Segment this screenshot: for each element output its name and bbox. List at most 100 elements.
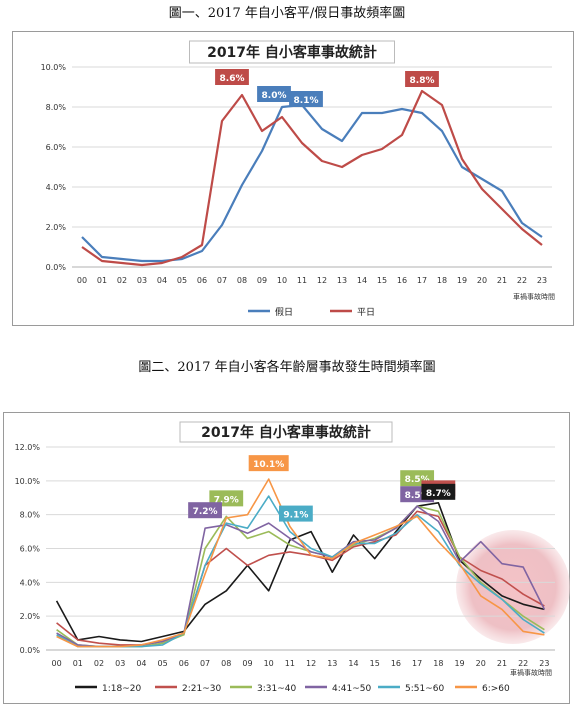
- chart-1-x-tick-label: 20: [477, 276, 487, 285]
- chart-2-legend-label: 2:21~30: [182, 684, 221, 694]
- chart-1-x-tick-label: 09: [257, 276, 267, 285]
- chart-1-data-label: 8.1%: [294, 96, 319, 106]
- chart-2-x-tick-label: 12: [306, 659, 316, 668]
- chart-2-x-tick-label: 15: [370, 659, 380, 668]
- chart-1-data-label-box: [215, 69, 249, 85]
- chart-1-x-axis-label: 車禍事故時間: [513, 292, 555, 301]
- chart-2-x-tick-label: 03: [115, 659, 125, 668]
- chart-2-x-tick-label: 08: [221, 659, 231, 668]
- chart-1-x-tick-label: 01: [97, 276, 107, 285]
- chart-2-series-line-1: [55, 501, 545, 643]
- chart-2-x-tick-label: 06: [179, 659, 189, 668]
- chart-1-x-tick-label: 12: [317, 276, 327, 285]
- chart-1-x-tick-label: 19: [457, 276, 467, 285]
- chart-2-y-tick-label: 8.0%: [20, 511, 41, 520]
- chart-1-x-tick-label: 22: [517, 276, 527, 285]
- chart-1-data-label-box: [289, 91, 323, 107]
- chart-1-x-tick-label: 13: [337, 276, 347, 285]
- chart-2-legend-label: 4:41~50: [332, 684, 371, 694]
- chart-1-y-tick-label: 6.0%: [46, 143, 67, 152]
- chart-2-legend-label: 3:31~40: [257, 684, 296, 694]
- chart-2-x-tick-label: 16: [391, 659, 401, 668]
- chart-2-y-tick-label: 2.0%: [20, 612, 41, 621]
- chart-1-x-tick-label: 07: [217, 276, 227, 285]
- chart-2-x-tick-label: 21: [497, 659, 507, 668]
- chart-1-x-tick-label: 18: [437, 276, 447, 285]
- chart-1-x-tick-label: 03: [137, 276, 147, 285]
- chart-2-y-tick-label: 0.0%: [20, 646, 41, 655]
- chart-1-x-tick-label: 05: [177, 276, 187, 285]
- chart-2-y-tick-label: 6.0%: [20, 545, 41, 554]
- chart-1-x-tick-label: 15: [377, 276, 387, 285]
- chart-1-x-tick-label: 06: [197, 276, 207, 285]
- chart-1-x-tick-label: 23: [537, 276, 547, 285]
- chart-2-y-tick-label: 4.0%: [20, 578, 41, 587]
- chart-1-data-label: 8.6%: [220, 74, 245, 84]
- chart-1-x-tick-label: 21: [497, 276, 507, 285]
- chart-2-x-tick-label: 22: [518, 659, 528, 668]
- chart-1-y-tick-label: 4.0%: [46, 183, 67, 192]
- chart-1-data-label: 8.8%: [410, 76, 435, 86]
- chart-1-data-label-box: [405, 71, 439, 87]
- chart-2-data-label: 9.1%: [283, 511, 308, 521]
- figure-1-caption: 圖一、2017 年自小客平/假日事故頻率圖: [168, 6, 406, 21]
- chart-2-x-tick-label: 09: [242, 659, 252, 668]
- chart-2-x-tick-label: 19: [454, 659, 464, 668]
- chart-1-x-tick-label: 00: [77, 276, 87, 285]
- chart-1-x-tick-label: 04: [157, 276, 167, 285]
- chart-1-series-line-2: [81, 89, 543, 267]
- chart-2-data-label-box: [421, 483, 456, 500]
- chart-2-x-tick-label: 14: [348, 659, 358, 668]
- chart-1-title: 2017年 自小客車事故統計: [207, 44, 377, 61]
- chart-2-x-tick-label: 04: [136, 659, 146, 668]
- chart-2-data-label: 7.9%: [214, 495, 239, 505]
- chart-2-data-label-box: [248, 455, 289, 472]
- chart-2-legend-label: 5:51~60: [405, 684, 444, 694]
- figure-2-caption: 圖二、2017 年自小客各年齡層事故發生時間頻率圖: [138, 360, 436, 375]
- chart-2-title-box: [179, 421, 393, 443]
- chart-2-x-tick-label: 10: [264, 659, 274, 668]
- chart-2-x-tick-label: 01: [73, 659, 83, 668]
- chart-1-y-tick-label: 10.0%: [41, 63, 67, 72]
- chart-1-title-box: [189, 40, 395, 64]
- chart-2-data-label: 8.5%: [405, 491, 430, 501]
- chart-2-x-tick-label: 13: [327, 659, 337, 668]
- chart-2-x-tick-label: 20: [476, 659, 486, 668]
- chart-2-x-tick-label: 07: [200, 659, 210, 668]
- chart-1-x-tick-label: 17: [417, 276, 427, 285]
- chart-1-y-tick-label: 0.0%: [46, 263, 67, 272]
- chart-2-series-line-6: [56, 478, 545, 648]
- chart-1-y-tick-label: 2.0%: [46, 223, 67, 232]
- chart-1-x-tick-label: 08: [237, 276, 247, 285]
- chart-1-x-tick-label: 10: [277, 276, 287, 285]
- chart-2-legend-label: 6:>60: [482, 684, 510, 694]
- chart-2-data-label: 8.7%: [426, 489, 451, 499]
- chart-2-x-tick-label: 11: [285, 659, 295, 668]
- chart-1-x-tick-label: 14: [357, 276, 367, 285]
- chart-2-title: 2017年 自小客車事故統計: [201, 424, 371, 441]
- chart-1-legend-label: 平日: [357, 307, 375, 318]
- chart-1-x-tick-label: 16: [397, 276, 407, 285]
- chart-1-legend-label: 假日: [275, 307, 293, 318]
- chart-1-x-tick-label: 02: [117, 276, 127, 285]
- chart-2-y-tick-label: 12.0%: [15, 443, 41, 452]
- chart-2-x-tick-label: 05: [158, 659, 168, 668]
- chart-2-data-label-box: [188, 502, 222, 519]
- chart-2-x-tick-label: 23: [539, 659, 549, 668]
- chart-2-data-label-box: [209, 490, 244, 507]
- chart-2-x-tick-label: 17: [412, 659, 422, 668]
- chart-2-x-tick-label: 18: [433, 659, 443, 668]
- chart-2-legend-label: 1:18~20: [102, 684, 141, 694]
- chart-2-x-axis-label: 車禍事故時間: [510, 668, 552, 677]
- chart-2-data-label: 7.2%: [193, 507, 218, 517]
- chart-2-x-tick-label: 00: [52, 659, 62, 668]
- chart-2-x-tick-label: 02: [94, 659, 104, 668]
- chart-1-y-tick-label: 8.0%: [46, 103, 67, 112]
- chart-2-data-label: 10.1%: [253, 460, 284, 470]
- chart-1-x-tick-label: 11: [297, 276, 307, 285]
- chart-1-data-label: 8.0%: [262, 91, 287, 101]
- chart-2-data-label: 8.5%: [405, 475, 430, 485]
- chart-2-y-tick-label: 10.0%: [15, 477, 41, 486]
- chart-1-series-line-1: [81, 103, 543, 263]
